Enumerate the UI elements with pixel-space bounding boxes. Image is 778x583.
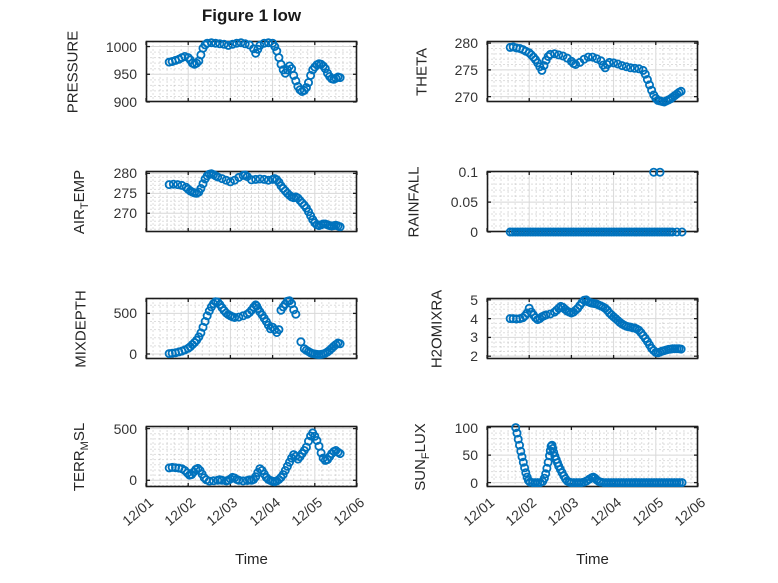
y-tick-label-pressure: 1000 [105, 38, 137, 55]
y-axis-label-text: RAINFALL [405, 166, 423, 237]
series-pressure [164, 38, 345, 97]
minor-grid [487, 171, 698, 232]
major-grid [487, 41, 698, 102]
y-axis-label-h2omixra: H2OMIXRA [429, 289, 446, 367]
x-tick-label-12-05: 12/05 [287, 494, 326, 529]
y-tick-label-rainfall: 0.1 [458, 164, 478, 181]
series-air-temp [164, 169, 345, 232]
plot-area-pressure [145, 38, 358, 103]
y-tick-label-h2omixra: 3 [470, 329, 478, 346]
axes-box [486, 40, 699, 103]
y-tick-label-rainfall: 0 [470, 224, 478, 240]
y-axis-label-subscript: F [419, 451, 432, 459]
y-tick-label-pressure: 950 [113, 66, 137, 83]
series-sun-flux [511, 423, 687, 488]
y-tick-label-rainfall: 0.05 [450, 194, 478, 211]
y-axis-label-text: SL [70, 422, 88, 441]
y-axis-label-text: MIXDEPTH [72, 289, 90, 368]
y-tick-label-h2omixra: 4 [470, 310, 478, 327]
y-axis-label-subscript: T [78, 201, 91, 209]
y-axis-label-air-temp: AIRTEMP [71, 169, 91, 233]
series-h2omixra [505, 295, 686, 358]
y-axis-label-text: PRESSURE [64, 30, 82, 113]
figure-title: Figure 1 low [201, 6, 302, 25]
axes-box [486, 297, 699, 360]
x-axis-label-left: Time [235, 551, 268, 568]
plot-area-sun-flux [486, 423, 699, 488]
y-tick-label-h2omixra: 2 [470, 348, 478, 365]
y-tick-label-air-temp: 270 [113, 205, 137, 222]
y-axis-label-terr-msl: TERRMSL [71, 422, 91, 490]
y-tick-label-mixdepth: 500 [113, 305, 137, 322]
y-tick-label-pressure: 900 [113, 94, 137, 110]
x-tick-label-12-02: 12/02 [161, 494, 199, 529]
y-tick-label-h2omixra: 5 [470, 291, 478, 308]
x-tick-label-12-06: 12/06 [330, 494, 368, 529]
y-axis-label-text: H2OMIXRA [428, 289, 446, 368]
y-tick-label-theta: 275 [454, 61, 478, 78]
tick-marks [486, 298, 699, 359]
x-tick-label-12-04: 12/04 [586, 494, 624, 529]
series-mixdepth [164, 296, 345, 360]
tick-marks [145, 171, 358, 232]
axes-box [145, 425, 358, 488]
y-tick-label-terr-msl: 500 [113, 420, 137, 437]
y-axis-label-text: TERR [70, 449, 88, 491]
series-terr-msl [164, 428, 345, 487]
axes-box [145, 297, 358, 360]
x-tick-label-12-03: 12/03 [544, 494, 582, 529]
tick-marks [145, 426, 358, 487]
y-tick-label-theta: 270 [454, 88, 478, 105]
y-tick-label-mixdepth: 0 [129, 345, 137, 362]
x-tick-label-12-01: 12/01 [460, 494, 498, 529]
tick-marks [486, 41, 699, 102]
y-tick-label-sun-flux: 0 [470, 474, 478, 491]
axes-box [486, 425, 699, 488]
plot-area-air-temp [145, 169, 358, 233]
y-axis-label-theta: THETA [413, 47, 430, 95]
x-tick-label-12-04: 12/04 [245, 494, 283, 529]
y-tick-label-terr-msl: 0 [129, 472, 137, 489]
plot-area-mixdepth [145, 296, 358, 360]
x-tick-label-12-06: 12/06 [671, 494, 709, 529]
y-tick-label-theta: 280 [454, 35, 478, 52]
x-axis-label-right: Time [576, 551, 609, 568]
y-axis-label-subscript: M [78, 440, 91, 450]
y-tick-label-air-temp: 275 [113, 185, 137, 202]
plot-area-theta [486, 40, 699, 107]
axes-box [145, 170, 358, 233]
y-tick-label-sun-flux: 50 [462, 447, 478, 464]
major-grid [487, 171, 698, 232]
y-axis-label-pressure: PRESSURE [65, 30, 82, 113]
y-tick-label-air-temp: 280 [113, 165, 137, 182]
plot-area-rainfall [486, 167, 699, 237]
y-tick-label-sun-flux: 100 [454, 419, 478, 436]
y-axis-label-rainfall: RAINFALL [406, 166, 423, 237]
plot-area-h2omixra [486, 295, 699, 360]
y-axis-label-text: EMP [70, 169, 88, 202]
x-tick-label-12-05: 12/05 [628, 494, 667, 529]
y-axis-label-text: THETA [413, 47, 431, 96]
x-tick-label-12-02: 12/02 [502, 494, 540, 529]
y-axis-label-text: SUN [411, 458, 429, 491]
x-tick-label-12-01: 12/01 [119, 494, 157, 529]
y-axis-label-mixdepth: MIXDEPTH [72, 290, 89, 368]
y-axis-label-text: AIR [70, 208, 88, 234]
x-tick-label-12-03: 12/03 [203, 494, 241, 529]
plot-area-terr-msl [145, 425, 358, 488]
y-axis-label-sun-flux: SUNFLUX [412, 423, 432, 491]
series-theta [505, 42, 686, 107]
series-rainfall [505, 167, 687, 237]
y-axis-label-text: LUX [411, 422, 429, 452]
plot-background [487, 171, 698, 232]
